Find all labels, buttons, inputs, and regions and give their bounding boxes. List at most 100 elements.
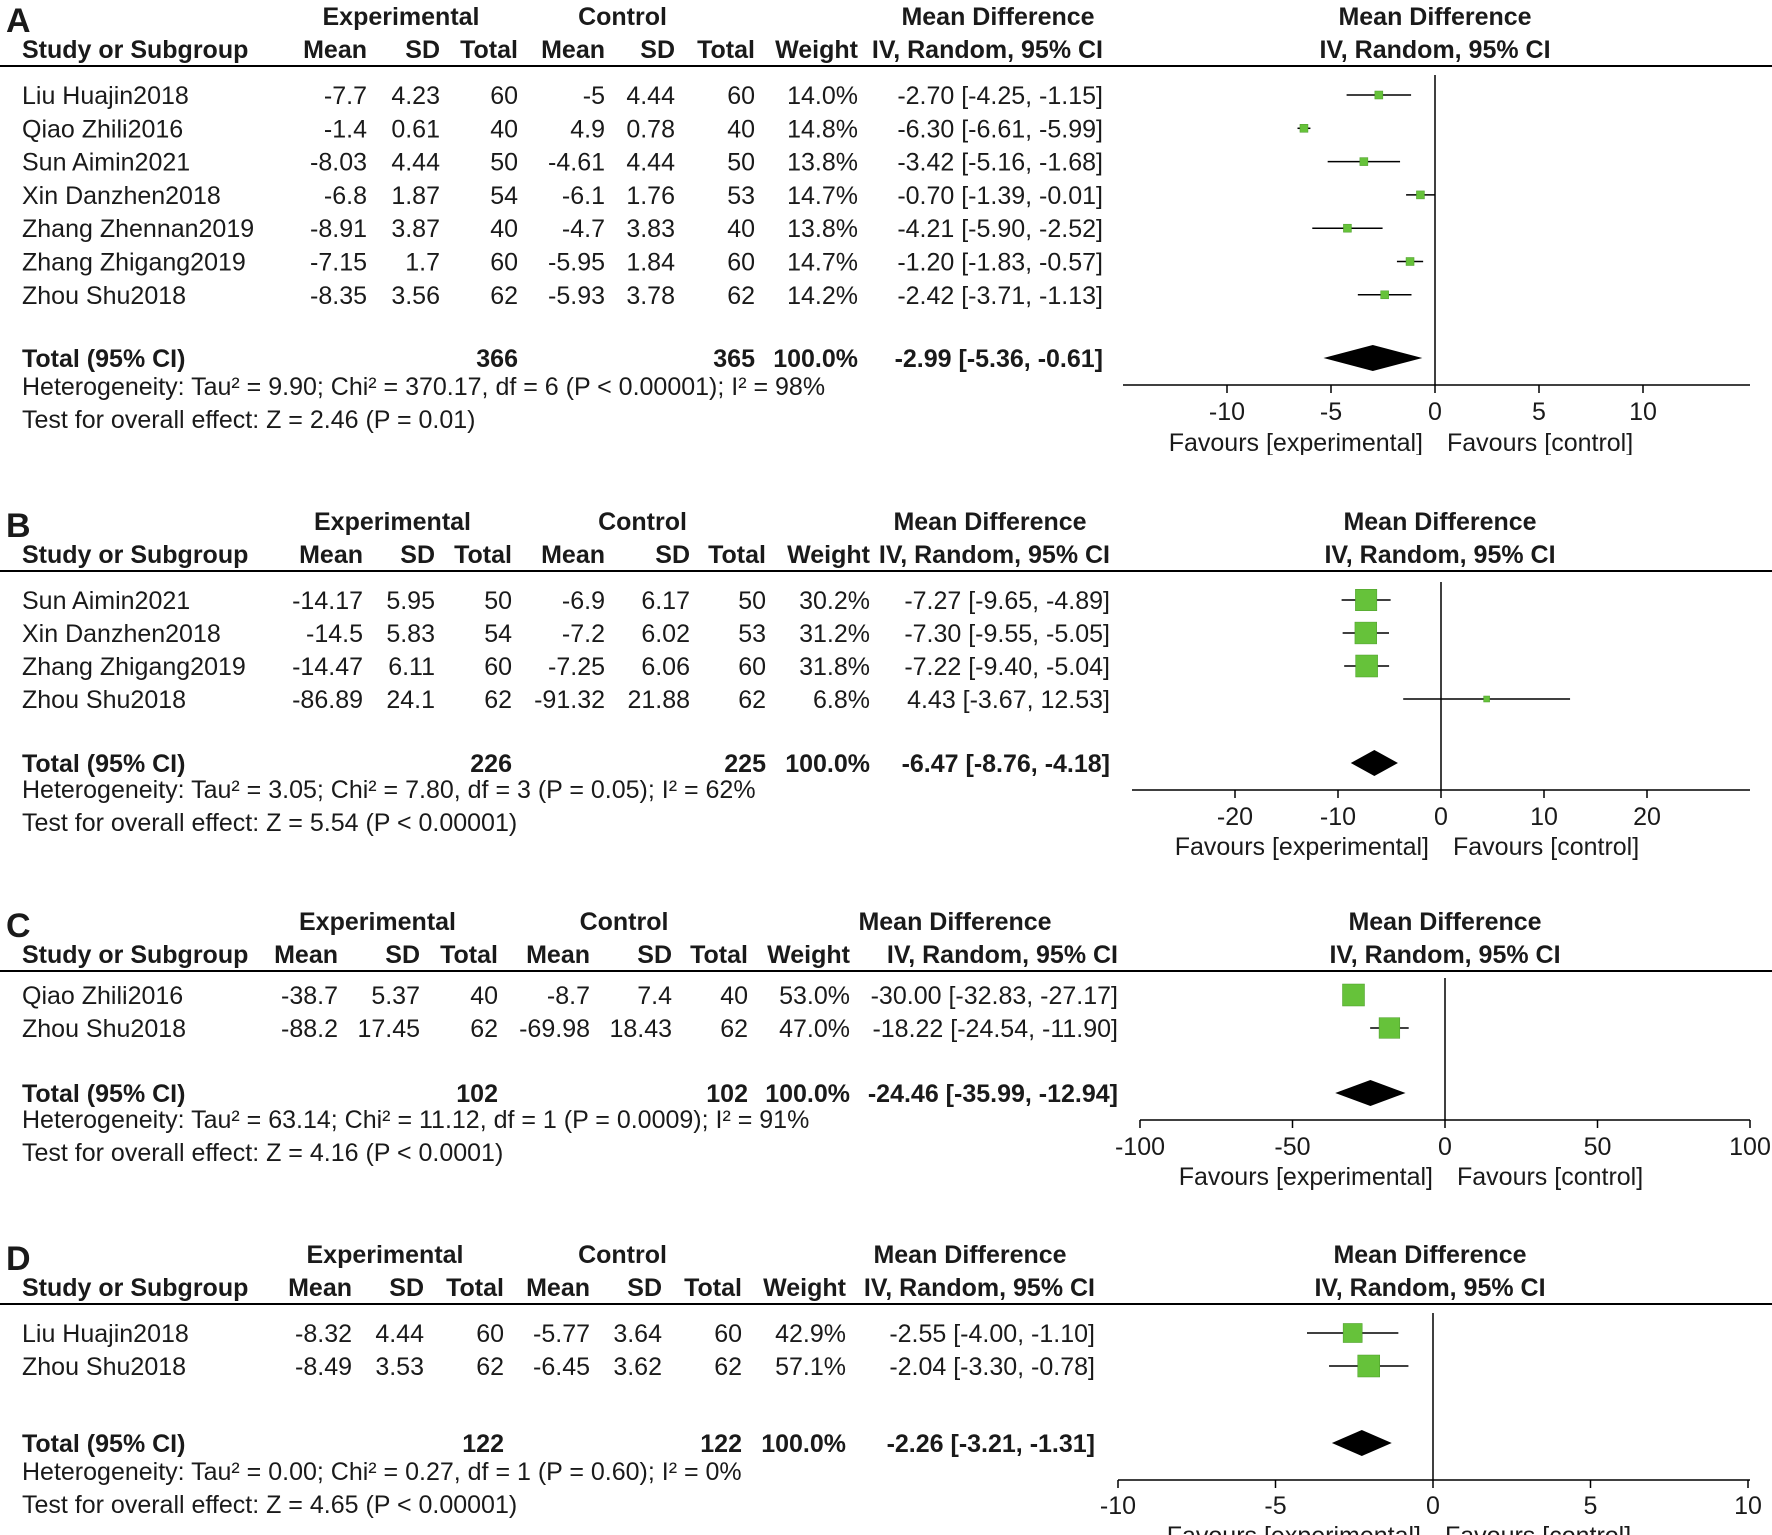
effect-measure-header: Mean Difference	[893, 508, 1086, 536]
x-axis-tick-label: 0	[1434, 803, 1448, 831]
experimental-sd-header: SD	[400, 541, 435, 569]
study-effect-marker	[1416, 190, 1425, 200]
experimental-sd: 3.87	[391, 215, 440, 243]
experimental-total: 40	[470, 982, 498, 1010]
x-axis-tick-label: -20	[1217, 803, 1253, 831]
experimental-mean-header: Mean	[288, 1274, 352, 1302]
study-effect-ci: -18.22 [-24.54, -11.90]	[872, 1015, 1118, 1043]
study-effect-ci: -1.20 [-1.83, -0.57]	[897, 249, 1103, 277]
control-sd-header: SD	[627, 1274, 662, 1302]
forest-panel-c: C Experimental Control Mean Difference Mean …	[0, 907, 1772, 1191]
control-total: 62	[720, 1015, 748, 1043]
study-effect-ci: -30.00 [-32.83, -27.17]	[871, 982, 1118, 1010]
forest-panel-d: D Experimental Control Mean Difference Mean …	[0, 1240, 1772, 1535]
experimental-sd: 4.44	[375, 1320, 424, 1348]
control-mean: -6.9	[562, 587, 605, 615]
experimental-total: 50	[490, 149, 518, 177]
control-group-header: Control	[578, 1241, 667, 1269]
control-sd: 6.17	[641, 587, 690, 615]
heterogeneity-text: Heterogeneity: Tau² = 3.05; Chi² = 7.80,…	[22, 776, 756, 804]
control-sd: 1.84	[626, 249, 675, 277]
panel-label: A	[6, 2, 31, 40]
experimental-total: 54	[490, 182, 518, 210]
experimental-sd: 17.45	[357, 1015, 420, 1043]
experimental-sd: 1.7	[405, 249, 440, 277]
x-axis-tick-label: 5	[1532, 398, 1546, 426]
control-group-header: Control	[580, 908, 669, 936]
total-weight: 100.0%	[761, 1430, 846, 1458]
total-label: Total (95% CI)	[22, 1430, 185, 1458]
total-weight: 100.0%	[785, 750, 870, 778]
study-effect-marker	[1342, 1323, 1363, 1343]
experimental-total: 62	[490, 282, 518, 310]
ci-column-header: IV, Random, 95% CI	[887, 941, 1118, 969]
experimental-mean: -7.15	[310, 249, 367, 277]
experimental-sd: 4.44	[391, 149, 440, 177]
study-weight: 13.8%	[787, 149, 858, 177]
control-mean: -6.45	[533, 1353, 590, 1381]
control-sd: 6.06	[641, 653, 690, 681]
plot-subtitle: IV, Random, 95% CI	[1329, 941, 1560, 969]
control-group-header: Control	[598, 508, 687, 536]
experimental-mean: -14.47	[292, 653, 363, 681]
study-name: Qiao Zhili2016	[22, 115, 183, 143]
study-weight: 14.2%	[787, 282, 858, 310]
favours-experimental-label: Favours [experimental]	[1169, 429, 1423, 455]
experimental-total: 60	[476, 1320, 504, 1348]
study-effect-ci: -7.27 [-9.65, -4.89]	[904, 587, 1110, 615]
weight-header: Weight	[775, 36, 859, 64]
control-sd: 3.64	[613, 1320, 662, 1348]
effect-measure-header: Mean Difference	[901, 3, 1094, 31]
forest-panel-a: A Experimental Control Mean Difference Mean …	[0, 2, 1772, 455]
control-total-sum: 122	[700, 1430, 742, 1458]
study-name: Zhou Shu2018	[22, 282, 186, 310]
control-mean: -8.7	[547, 982, 590, 1010]
control-sd: 0.78	[626, 115, 675, 143]
control-mean-header: Mean	[526, 1274, 590, 1302]
plot-title: Mean Difference	[1348, 908, 1541, 936]
x-axis-tick-label: -5	[1320, 398, 1342, 426]
study-name: Sun Aimin2021	[22, 149, 190, 177]
weight-header: Weight	[767, 941, 851, 969]
overall-effect-text: Test for overall effect: Z = 4.65 (P < 0…	[22, 1491, 517, 1519]
experimental-sd: 1.87	[391, 182, 440, 210]
study-effect-marker	[1374, 90, 1384, 100]
control-total: 62	[738, 686, 766, 714]
experimental-total-header: Total	[454, 541, 512, 569]
study-effect-marker	[1354, 621, 1377, 645]
plot-title: Mean Difference	[1338, 3, 1531, 31]
study-effect-marker	[1357, 1354, 1380, 1378]
study-effect-marker	[1355, 589, 1378, 611]
study-column-header: Study or Subgroup	[22, 1274, 248, 1302]
total-weight: 100.0%	[765, 1080, 850, 1108]
x-axis-tick-label: 10	[1734, 1492, 1762, 1520]
x-axis-tick-label: 0	[1426, 1492, 1440, 1520]
favours-control-label: Favours [control]	[1453, 833, 1639, 860]
control-total: 60	[738, 653, 766, 681]
study-name: Liu Huajin2018	[22, 1320, 189, 1348]
x-axis-tick-label: 0	[1428, 398, 1442, 426]
study-weight: 57.1%	[775, 1353, 846, 1381]
pooled-effect-diamond	[1331, 1430, 1392, 1456]
control-mean-header: Mean	[541, 36, 605, 64]
control-mean: -7.2	[562, 620, 605, 648]
study-effect-ci: -7.30 [-9.55, -5.05]	[904, 620, 1110, 648]
study-column-header: Study or Subgroup	[22, 541, 248, 569]
x-axis-tick-label: -5	[1264, 1492, 1286, 1520]
study-effect-marker	[1355, 654, 1378, 678]
experimental-mean: -1.4	[324, 115, 367, 143]
experimental-total: 62	[470, 1015, 498, 1043]
panel-label: D	[6, 1240, 31, 1278]
experimental-total: 62	[476, 1353, 504, 1381]
plot-subtitle: IV, Random, 95% CI	[1314, 1274, 1545, 1302]
experimental-total-sum: 122	[462, 1430, 504, 1458]
study-weight: 53.0%	[779, 982, 850, 1010]
control-mean: -5.95	[548, 249, 605, 277]
control-sd: 3.83	[626, 215, 675, 243]
experimental-group-header: Experimental	[322, 3, 479, 31]
experimental-total: 54	[484, 620, 512, 648]
overall-effect-text: Test for overall effect: Z = 4.16 (P < 0…	[22, 1139, 503, 1167]
favours-control-label: Favours [control]	[1445, 1522, 1631, 1535]
control-sd: 6.02	[641, 620, 690, 648]
experimental-mean-header: Mean	[274, 941, 338, 969]
